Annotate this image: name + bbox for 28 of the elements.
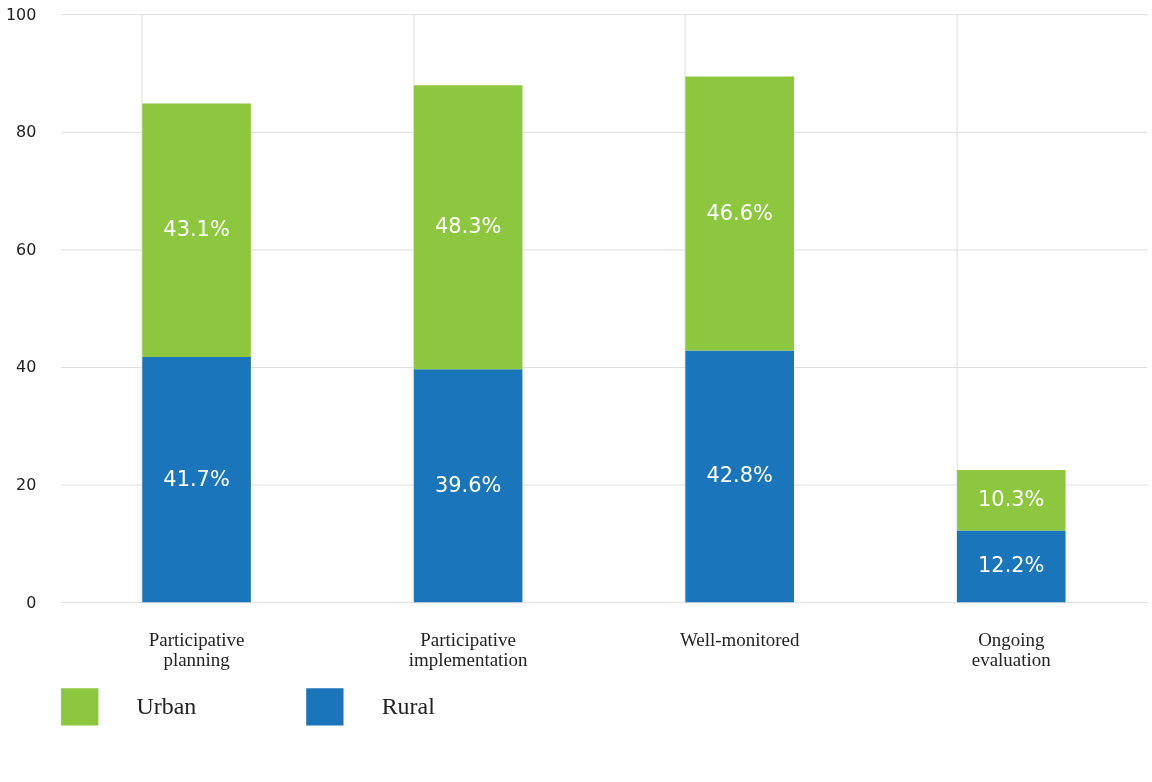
x-tick-label: Participative planning [148,628,245,671]
legend-label: Rural [381,692,436,719]
data-label: 46.6% [706,200,773,225]
x-tick-label: Participative implementation [408,628,529,671]
bar [685,76,794,351]
data-label: 48.3% [434,214,502,239]
x-tick-label: Ongoing evaluation [971,628,1052,671]
data-label: 43.1% [163,217,230,242]
legend-label: Urban [136,692,197,719]
bar [956,469,1066,531]
data-label: 42.8% [706,463,773,488]
y-tick-label: 80 [16,122,37,142]
y-tick-label: 20 [16,475,37,495]
y-tick-label: 100 [5,4,37,24]
bar [142,357,251,603]
bar [413,85,523,370]
bar [413,369,523,603]
bar [685,350,794,603]
data-label: 10.3% [978,487,1045,512]
y-tick-label: 60 [16,239,37,259]
x-tick-label: Well-monitored [680,628,800,650]
data-label: 41.7% [163,466,230,491]
data-label: 39.6% [434,472,502,497]
y-tick-label: 40 [16,357,37,377]
y-tick-label: 0 [26,592,37,612]
bar [142,103,251,357]
bar [956,530,1066,603]
data-label: 12.2% [978,553,1045,578]
